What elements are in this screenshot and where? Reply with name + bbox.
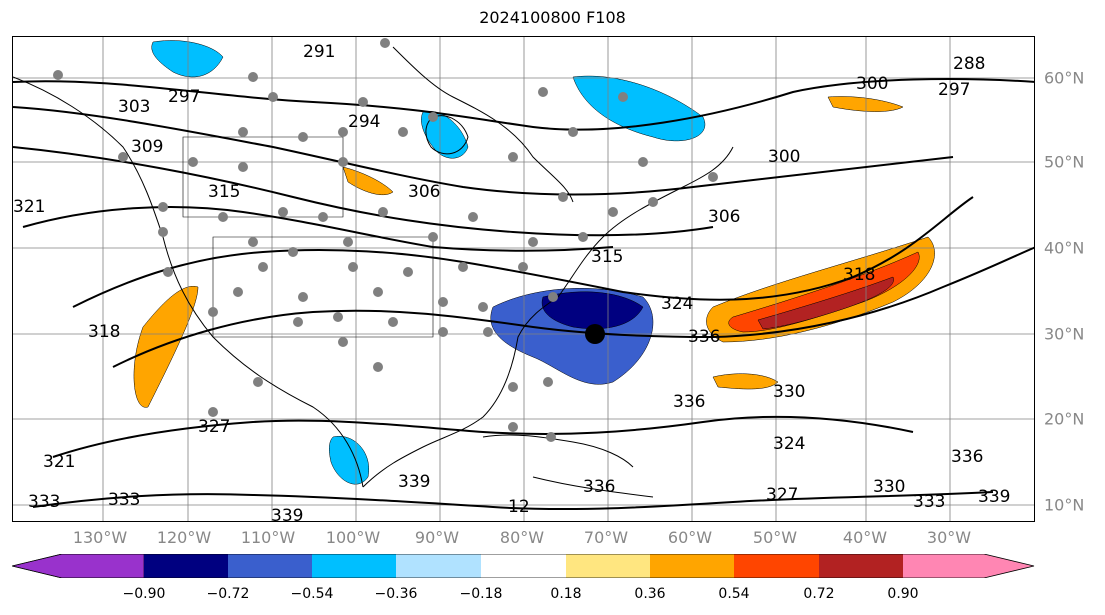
shade-navy-core (541, 291, 644, 330)
lon-label: 110°W (240, 528, 296, 547)
contour-label: 321 (43, 452, 75, 472)
contour-label: 330 (873, 477, 905, 497)
lon-label: 70°W (583, 528, 629, 547)
contour-label: 297 (938, 80, 970, 100)
contour-label: 294 (348, 112, 380, 132)
contour-label: 300 (768, 147, 800, 167)
colorbar-tick: 0.72 (803, 586, 835, 602)
shade-orange-ne (827, 96, 904, 112)
lon-label: 80°W (499, 528, 545, 547)
contour-label: 318 (88, 322, 120, 342)
colorbar-segment (396, 554, 481, 578)
colorbar-tick: 0.18 (550, 586, 582, 602)
shade-orange-pacific (133, 285, 199, 408)
contour-label: 306 (408, 182, 440, 202)
shade-blue-gulf (329, 435, 370, 485)
station-dots (53, 38, 718, 442)
colorbar-segment (734, 554, 819, 578)
lon-label: 120°W (156, 528, 212, 547)
contour-label: 315 (208, 182, 240, 202)
graticule (13, 37, 1034, 521)
colorbar-segment (12, 554, 145, 578)
contour-label: 291 (303, 42, 335, 62)
lat-label: 20°N (1044, 409, 1085, 429)
contour-label: 324 (661, 294, 693, 314)
colorbar-tick: −0.18 (459, 586, 503, 602)
contour-labels: 291 288 297 300 303 297 294 309 306 300 … (13, 42, 1010, 522)
storm-center-marker (585, 324, 605, 344)
contour-label: 324 (773, 434, 805, 454)
contour-label: 333 (28, 492, 60, 512)
map-canvas: 291 288 297 300 303 297 294 309 306 300 … (13, 37, 1034, 522)
lon-label: 50°W (752, 528, 798, 547)
shade-orange-east (712, 373, 779, 390)
contour-label: 336 (673, 392, 705, 412)
colorbar-tick: −0.36 (374, 586, 418, 602)
lat-label: 50°N (1044, 152, 1085, 172)
shade-blue-labrador (572, 75, 706, 142)
colorbar-segment (903, 554, 1034, 578)
lon-label: 60°W (667, 528, 713, 547)
map-panel: 291 288 297 300 303 297 294 309 306 300 … (12, 36, 1035, 522)
colorbar-segment (819, 554, 903, 578)
colorbar-segment (566, 554, 650, 578)
shade-blue-hudson (421, 110, 469, 159)
contour-label: 306 (708, 207, 740, 227)
contour-label: 12 (508, 497, 530, 517)
colorbar-tick: −0.54 (290, 586, 334, 602)
lon-label: 90°W (414, 528, 460, 547)
lon-label: 130°W (72, 528, 128, 547)
lon-label: 30°W (926, 528, 972, 547)
contour-label: 333 (913, 492, 945, 512)
contour-label: 288 (953, 54, 985, 74)
contour-label: 333 (108, 490, 140, 510)
shade-darkred-atlantic (757, 276, 894, 330)
contour-label: 327 (766, 485, 798, 505)
colorbar-tick: −0.72 (206, 586, 250, 602)
contour-label: 303 (118, 97, 150, 117)
contour-label: 300 (856, 74, 888, 94)
colorbar-tick: 0.54 (718, 586, 750, 602)
contour-label: 339 (978, 487, 1010, 507)
colorbar-segment (228, 554, 312, 578)
lat-label: 30°N (1044, 324, 1085, 344)
contour-label: 336 (951, 447, 983, 467)
lon-label: 100°W (325, 528, 381, 547)
contour-label: 336 (688, 327, 720, 347)
contour-label: 327 (198, 417, 230, 437)
shade-blue-north (151, 40, 224, 78)
contour-label: 315 (591, 247, 623, 267)
contour-label: 297 (168, 87, 200, 107)
contour-label: 336 (583, 477, 615, 497)
colorbar-segment (144, 554, 228, 578)
lon-label: 40°W (842, 528, 888, 547)
contour-label: 321 (13, 197, 45, 217)
contour-label: 339 (271, 506, 303, 522)
colorbar-tick: −0.90 (122, 586, 166, 602)
colorbar-segment (650, 554, 734, 578)
colorbar-tick: 0.36 (634, 586, 666, 602)
contour-label: 339 (398, 472, 430, 492)
lat-label: 10°N (1044, 495, 1085, 515)
map-title: 2024100800 F108 (479, 8, 626, 27)
contour-label: 330 (773, 382, 805, 402)
coastlines (13, 46, 734, 498)
contour-label: 309 (131, 137, 163, 157)
lat-label: 40°N (1044, 238, 1085, 258)
lat-label: 60°N (1044, 68, 1085, 88)
contour-label: 318 (843, 265, 875, 285)
colorbar-tick: 0.90 (887, 586, 919, 602)
colorbar-segment (312, 554, 396, 578)
colorbar (12, 554, 1035, 578)
colorbar-segment (481, 554, 566, 578)
shade-orange-plains (342, 166, 394, 196)
